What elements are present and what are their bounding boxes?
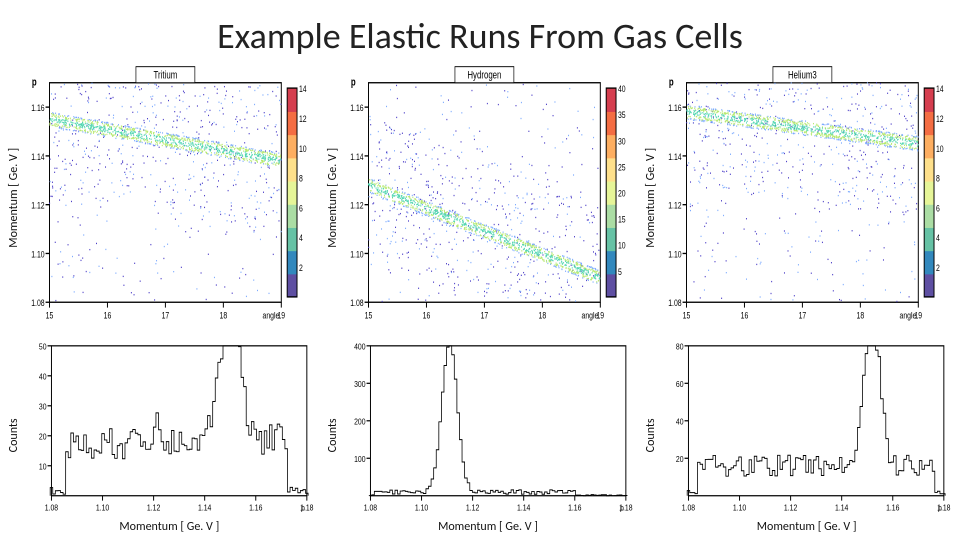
svg-text:1.08: 1.08: [31, 298, 45, 308]
svg-text:1.08: 1.08: [669, 298, 683, 308]
page-title: Example Elastic Runs From Gas Cells: [0, 0, 960, 64]
svg-text:16: 16: [741, 310, 749, 320]
svg-text:10: 10: [299, 144, 307, 154]
hist-xlabel-2: Momentum [ Ge. V ]: [659, 520, 954, 534]
hist-panel-1: Counts 1.081.101.121.141.161.18100200300…: [325, 336, 636, 534]
scatter-ylabel-2: Momentum [ Ge. V ]: [643, 64, 659, 332]
svg-text:1.14: 1.14: [669, 152, 683, 162]
svg-text:1.14: 1.14: [350, 152, 364, 162]
svg-text:2: 2: [299, 263, 303, 273]
svg-text:17: 17: [162, 310, 170, 320]
svg-text:15: 15: [683, 310, 691, 320]
svg-text:16: 16: [422, 310, 430, 320]
svg-text:1.12: 1.12: [669, 201, 683, 211]
svg-text:Tritium: Tritium: [154, 68, 178, 81]
svg-text:20: 20: [618, 189, 626, 199]
svg-text:Helium3: Helium3: [788, 68, 817, 81]
svg-text:12: 12: [299, 114, 307, 124]
hist-panel-2: Counts 1.081.101.121.141.161.1820406080p…: [643, 336, 954, 534]
svg-text:30: 30: [618, 136, 626, 146]
svg-text:15: 15: [46, 310, 54, 320]
svg-text:18: 18: [220, 310, 228, 320]
svg-text:1.08: 1.08: [350, 298, 364, 308]
svg-text:15: 15: [618, 215, 626, 225]
hist-xlabel-1: Momentum [ Ge. V ]: [341, 520, 636, 534]
svg-text:35: 35: [618, 110, 626, 120]
scatter-ylabel-0: Momentum [ Ge. V ]: [6, 64, 22, 332]
svg-text:p: p: [350, 75, 355, 88]
scatter-panel-1: Momentum [ Ge. V ] 15161718191.081.101.1…: [325, 64, 636, 332]
svg-text:5: 5: [618, 267, 622, 277]
svg-text:1.14: 1.14: [31, 152, 45, 162]
svg-text:8: 8: [299, 174, 303, 184]
svg-text:1.12: 1.12: [350, 201, 364, 211]
svg-text:25: 25: [618, 162, 626, 172]
svg-text:1.16: 1.16: [31, 103, 45, 113]
svg-text:18: 18: [538, 310, 546, 320]
svg-text:1.16: 1.16: [350, 103, 364, 113]
svg-text:18: 18: [857, 310, 865, 320]
scatter-panel-2: Momentum [ Ge. V ] 15161718191.081.101.1…: [643, 64, 954, 332]
svg-text:p: p: [669, 75, 674, 88]
svg-text:p: p: [32, 75, 37, 88]
hist-xlabel-0: Momentum [ Ge. V ]: [22, 520, 317, 534]
hist-panel-0: Counts 1.081.101.121.141.161.18102030405…: [6, 336, 317, 534]
svg-text:40: 40: [618, 84, 626, 94]
svg-text:angle: angle: [263, 310, 280, 320]
svg-text:1.16: 1.16: [669, 103, 683, 113]
hist-ylabel-2: Counts: [643, 336, 659, 534]
svg-text:15: 15: [364, 310, 372, 320]
hist-ylabel-1: Counts: [325, 336, 341, 534]
svg-text:1.12: 1.12: [31, 201, 45, 211]
svg-text:4: 4: [299, 233, 303, 243]
svg-text:angle: angle: [581, 310, 598, 320]
scatter-ylabel-1: Momentum [ Ge. V ]: [325, 64, 341, 332]
hist-ylabel-0: Counts: [6, 336, 22, 534]
svg-text:16: 16: [104, 310, 112, 320]
svg-text:17: 17: [799, 310, 807, 320]
scatter-panel-0: Momentum [ Ge. V ] 15161718191.081.101.1…: [6, 64, 317, 332]
svg-text:Hydrogen: Hydrogen: [467, 68, 501, 81]
svg-text:angle: angle: [900, 310, 917, 320]
svg-text:17: 17: [480, 310, 488, 320]
svg-text:1.10: 1.10: [669, 249, 683, 259]
svg-text:1.10: 1.10: [31, 249, 45, 259]
chart-grid: Momentum [ Ge. V ] 15161718191.081.101.1…: [0, 64, 960, 540]
svg-text:14: 14: [299, 84, 307, 94]
svg-text:10: 10: [618, 241, 626, 251]
svg-text:1.10: 1.10: [350, 249, 364, 259]
svg-text:6: 6: [299, 203, 303, 213]
